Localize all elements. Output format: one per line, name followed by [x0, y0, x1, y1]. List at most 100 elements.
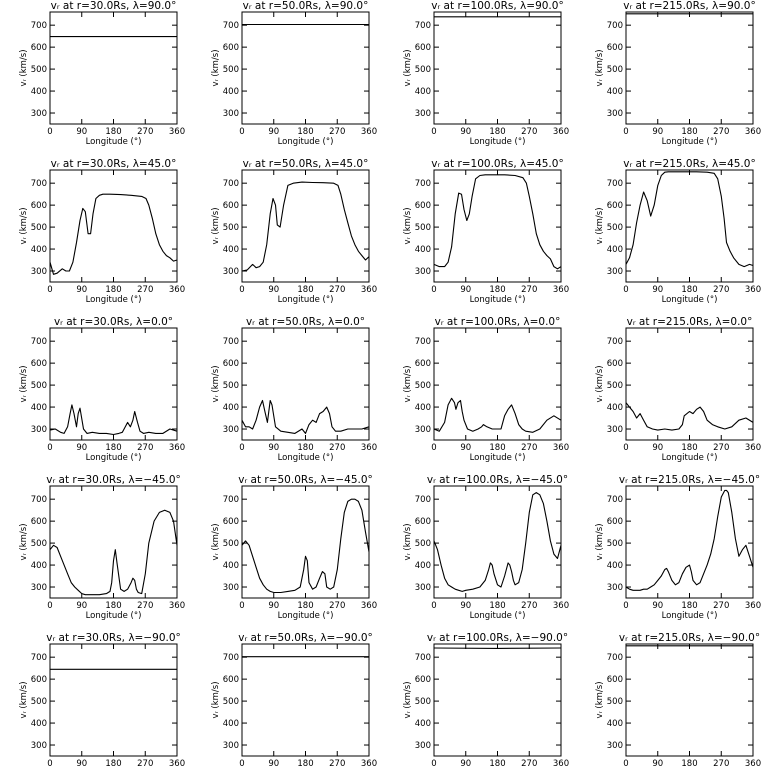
panel-title: vᵣ at r=215.0Rs, λ=−45.0° — [619, 474, 760, 486]
panel-5: vᵣ at r=30.0Rs, λ=45.0° 0 90 180 270 360 300 40… — [19, 158, 185, 305]
x-tick-label: 180 — [105, 759, 121, 768]
series-line — [49, 193, 178, 275]
y-tick-label: 300 — [223, 109, 239, 119]
x-axis-label: Longitude (°) — [662, 137, 718, 147]
y-tick-label: 500 — [31, 381, 47, 391]
x-tick-label: 0 — [239, 601, 244, 611]
y-tick-label: 700 — [31, 653, 47, 663]
panel-title: vᵣ at r=215.0Rs, λ=45.0° — [623, 158, 755, 170]
panel-20: vᵣ at r=215.0Rs, λ=−90.0° 0 90 180 270 360 300… — [595, 632, 761, 768]
x-axis-label: Longitude (°) — [86, 137, 142, 147]
y-tick-label: 300 — [607, 267, 623, 277]
plot-frame — [433, 485, 562, 599]
x-tick-label: 180 — [297, 443, 313, 453]
x-tick-label: 180 — [297, 285, 313, 295]
y-tick-label: 700 — [223, 495, 239, 505]
y-tick-label: 600 — [31, 201, 47, 211]
panel-title: vᵣ at r=100.0Rs, λ=−90.0° — [427, 632, 568, 644]
x-tick-label: 90 — [652, 127, 663, 137]
y-tick-label: 500 — [223, 223, 239, 233]
x-tick-label: 90 — [76, 601, 87, 611]
y-tick-label: 600 — [31, 675, 47, 685]
x-tick-label: 360 — [169, 443, 185, 453]
panel-title: vᵣ at r=100.0Rs, λ=−45.0° — [427, 474, 568, 486]
y-tick-label: 400 — [31, 719, 47, 729]
x-tick-label: 360 — [169, 759, 185, 768]
y-axis-label: vᵣ (km/s) — [19, 49, 29, 86]
panel-title: vᵣ at r=50.0Rs, λ=45.0° — [243, 158, 369, 170]
x-axis-label: Longitude (°) — [470, 611, 526, 621]
x-tick-label: 360 — [745, 127, 761, 137]
x-tick-label: 0 — [431, 285, 436, 295]
x-axis-label: Longitude (°) — [278, 611, 334, 621]
x-tick-label: 360 — [361, 443, 377, 453]
y-axis-label: vᵣ (km/s) — [595, 523, 605, 560]
y-tick-label: 600 — [31, 43, 47, 53]
y-tick-label: 600 — [223, 517, 239, 527]
y-tick-label: 600 — [31, 359, 47, 369]
y-tick-label: 400 — [223, 87, 239, 97]
x-tick-label: 0 — [239, 285, 244, 295]
y-tick-label: 700 — [415, 21, 431, 31]
y-tick-label: 400 — [31, 245, 47, 255]
y-tick-label: 700 — [31, 337, 47, 347]
y-tick-label: 400 — [607, 245, 623, 255]
y-tick-label: 400 — [607, 561, 623, 571]
x-tick-label: 270 — [137, 759, 153, 768]
y-axis-label: vᵣ (km/s) — [211, 49, 221, 86]
y-axis-label: vᵣ (km/s) — [403, 681, 413, 718]
x-tick-label: 270 — [521, 285, 537, 295]
series-line — [625, 489, 754, 591]
y-tick-label: 600 — [415, 201, 431, 211]
panel-4: vᵣ at r=215.0Rs, λ=90.0° 0 90 180 270 360 300 4… — [595, 0, 761, 147]
x-tick-label: 270 — [521, 601, 537, 611]
panel-title: vᵣ at r=30.0Rs, λ=−90.0° — [46, 632, 181, 644]
x-axis-label: Longitude (°) — [86, 611, 142, 621]
series-line — [625, 402, 754, 431]
x-tick-label: 360 — [361, 127, 377, 137]
y-tick-label: 500 — [415, 381, 431, 391]
y-tick-label: 600 — [415, 359, 431, 369]
x-tick-label: 360 — [361, 759, 377, 768]
x-axis-label: Longitude (°) — [86, 453, 142, 463]
series-line — [433, 397, 562, 433]
x-axis-label: Longitude (°) — [86, 295, 142, 305]
y-tick-label: 700 — [223, 337, 239, 347]
x-tick-label: 90 — [76, 285, 87, 295]
x-tick-label: 360 — [553, 127, 569, 137]
y-axis-label: vᵣ (km/s) — [595, 365, 605, 402]
y-tick-label: 500 — [415, 697, 431, 707]
x-tick-label: 180 — [105, 285, 121, 295]
y-tick-label: 700 — [223, 21, 239, 31]
x-tick-label: 360 — [553, 759, 569, 768]
x-tick-label: 0 — [47, 443, 52, 453]
y-tick-label: 300 — [607, 741, 623, 751]
panel-17: vᵣ at r=30.0Rs, λ=−90.0° 0 90 180 270 360 300 4… — [19, 632, 185, 768]
panel-title: vᵣ at r=215.0Rs, λ=−90.0° — [619, 632, 760, 644]
panel-16: vᵣ at r=215.0Rs, λ=−45.0° 0 90 180 270 360 300… — [595, 474, 761, 621]
y-tick-label: 600 — [607, 675, 623, 685]
x-tick-label: 90 — [652, 601, 663, 611]
x-tick-label: 360 — [553, 285, 569, 295]
panel-8: vᵣ at r=215.0Rs, λ=45.0° 0 90 180 270 360 300 4… — [595, 158, 761, 305]
y-tick-label: 400 — [31, 403, 47, 413]
panel-title: vᵣ at r=215.0Rs, λ=0.0° — [627, 316, 753, 328]
x-tick-label: 0 — [47, 759, 52, 768]
panel-3: vᵣ at r=100.0Rs, λ=90.0° 0 90 180 270 360 300 4… — [403, 0, 569, 147]
panel-title: vᵣ at r=30.0Rs, λ=45.0° — [51, 158, 177, 170]
x-tick-label: 180 — [489, 443, 505, 453]
x-tick-label: 90 — [460, 285, 471, 295]
y-tick-label: 300 — [223, 267, 239, 277]
y-tick-label: 300 — [31, 741, 47, 751]
x-tick-label: 90 — [460, 759, 471, 768]
y-tick-label: 600 — [223, 359, 239, 369]
x-tick-label: 270 — [137, 285, 153, 295]
panel-15: vᵣ at r=100.0Rs, λ=−45.0° 0 90 180 270 360 300… — [403, 474, 569, 621]
y-axis-label: vᵣ (km/s) — [19, 207, 29, 244]
x-tick-label: 360 — [169, 127, 185, 137]
y-tick-label: 500 — [607, 539, 623, 549]
x-tick-label: 270 — [137, 601, 153, 611]
x-axis-label: Longitude (°) — [662, 453, 718, 463]
x-tick-label: 270 — [713, 127, 729, 137]
plot-frame — [433, 169, 562, 283]
